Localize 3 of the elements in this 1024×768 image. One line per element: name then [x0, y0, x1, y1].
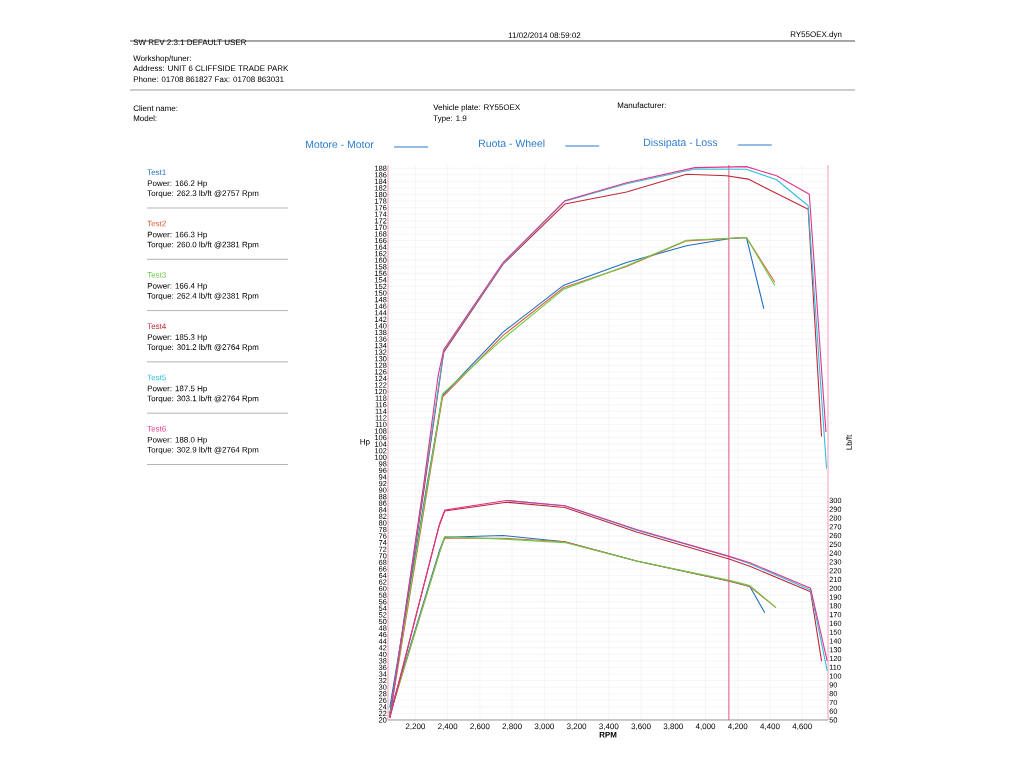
text: Motore - Motor	[306, 140, 374, 149]
text: Dissipata - Loss	[644, 138, 718, 149]
text: Ruota - Wheel	[479, 139, 545, 148]
